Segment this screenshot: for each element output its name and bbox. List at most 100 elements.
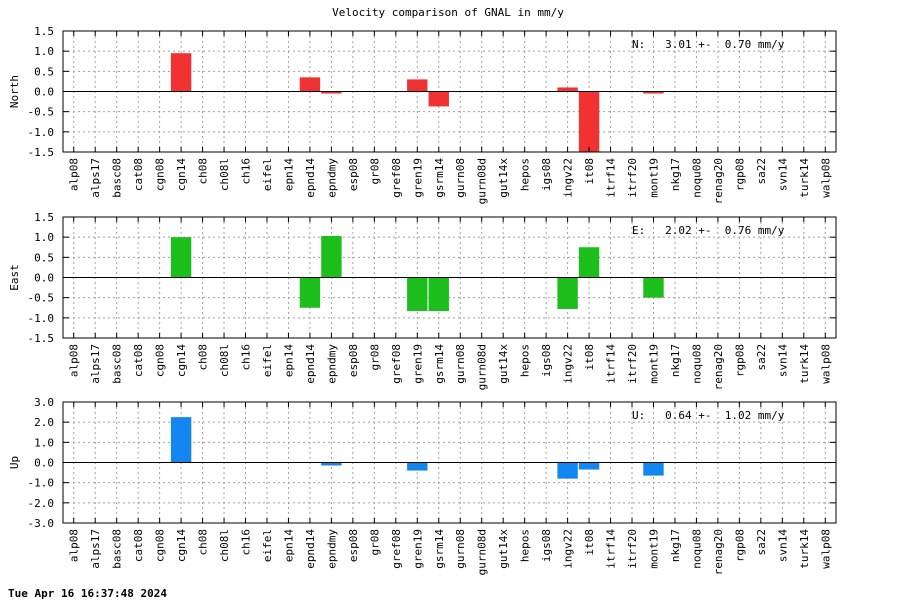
panel-up: -3.0 -2.0 -1.0 0.0 1.0 2.0 3.0 alp08 alps17 basc0…	[8, 396, 837, 575]
x-tick-label: hepos	[519, 344, 532, 377]
x-tick-label: gren19	[411, 158, 424, 198]
x-tick-label: gr08	[368, 344, 381, 371]
x-tick-label: epndmy	[325, 529, 338, 569]
x-tick-label: walp08	[819, 529, 832, 569]
x-tick-label: itrf14	[605, 158, 618, 198]
x-tick-label: walp08	[819, 158, 832, 198]
x-tick-label: ch08l	[218, 529, 231, 562]
stats-annotation: N: 3.01 +- 0.70 mm/y	[632, 38, 785, 51]
bar-gren19	[407, 277, 428, 311]
x-tick-label: itrf14	[605, 344, 618, 384]
x-tick-label: nkg17	[669, 344, 682, 377]
x-tick-label: ingv22	[562, 344, 575, 384]
x-tick-label: epn14	[282, 344, 295, 377]
y-tick-label: -1.0	[28, 126, 55, 139]
y-axis-label: East	[8, 264, 21, 291]
bar-it08	[578, 462, 600, 470]
x-tick-label: basc08	[111, 344, 124, 384]
timestamp-footer: Tue Apr 16 16:37:48 2024	[8, 587, 167, 600]
bar-mont19	[643, 462, 664, 476]
x-tick-label: cat08	[132, 529, 145, 562]
x-tick-label: ch16	[240, 344, 253, 371]
x-tick-label: gref08	[390, 158, 403, 198]
x-tick-label: it08	[583, 158, 596, 185]
x-tick-label: gsrm14	[433, 344, 446, 384]
bar-gren19	[407, 79, 428, 92]
x-tick-label: gurn08	[454, 158, 467, 198]
bar-epndmy	[321, 91, 342, 94]
bar-ingv22	[557, 277, 578, 309]
y-tick-label: 0.0	[34, 457, 54, 470]
x-tick-label: sa22	[755, 158, 768, 185]
x-tick-label: epn14	[282, 158, 295, 191]
x-tick-label: cgn14	[175, 158, 188, 191]
bar-mont19	[643, 277, 664, 298]
x-tick-label: epnd14	[304, 529, 317, 569]
x-tick-label: esp08	[347, 529, 360, 562]
x-tick-label: gut14x	[497, 158, 510, 198]
x-tick-label: ch08	[197, 344, 210, 371]
x-tick-label: cat08	[132, 344, 145, 377]
x-tick-label: itrf14	[605, 529, 618, 569]
y-tick-label: -2.0	[28, 497, 55, 510]
bar-mont19	[643, 91, 664, 94]
y-axis-label: Up	[8, 456, 21, 469]
x-tick-label: turk14	[798, 344, 811, 384]
x-tick-label: hepos	[519, 529, 532, 562]
x-tick-label: alp08	[68, 344, 81, 377]
bar-it08	[578, 247, 600, 278]
x-tick-label: eifel	[261, 344, 274, 377]
x-tick-label: rgp08	[733, 158, 746, 191]
y-tick-label: 1.5	[34, 25, 54, 38]
x-tick-label: basc08	[111, 529, 124, 569]
y-tick-label: 1.0	[34, 45, 54, 58]
bar-it08	[578, 91, 600, 152]
x-tick-label: igs08	[540, 158, 553, 191]
plot-frame	[62, 401, 837, 524]
x-tick-label: cgn14	[175, 529, 188, 562]
x-tick-label: gsrm14	[433, 529, 446, 569]
bar-epnd14	[299, 77, 321, 92]
x-tick-label: sa22	[755, 344, 768, 371]
y-tick-label: -1.5	[28, 146, 55, 159]
x-tick-label: mont19	[647, 344, 660, 384]
x-tick-label: alps17	[89, 344, 102, 384]
x-tick-label: cgn08	[154, 344, 167, 377]
x-tick-label: ch08l	[218, 158, 231, 191]
x-tick-label: itrf20	[626, 344, 639, 384]
bar-epndmy	[321, 462, 342, 466]
bar-gsrm14	[428, 277, 449, 311]
x-tick-label: turk14	[798, 529, 811, 569]
x-tick-label: svn14	[776, 344, 789, 377]
x-tick-label: ch08l	[218, 344, 231, 377]
x-tick-label: turk14	[798, 158, 811, 198]
x-tick-label: ch16	[240, 158, 253, 185]
chart-panels: -1.5 -1.0 -0.5 0.0 0.5 1.0 1.5 alp08 alps17 basc0…	[8, 25, 837, 575]
bar-ingv22	[557, 462, 578, 479]
x-tick-label: alp08	[68, 158, 81, 191]
bar-ingv22	[557, 87, 578, 92]
y-tick-label: 1.5	[34, 211, 54, 224]
y-tick-label: 1.0	[34, 231, 54, 244]
x-tick-label: renag20	[712, 529, 725, 575]
x-tick-label: ingv22	[562, 529, 575, 569]
panel-east: -1.5 -1.0 -0.5 0.0 0.5 1.0 1.5 alp08 alps17 basc0…	[8, 211, 837, 390]
x-tick-label: alps17	[89, 158, 102, 198]
x-tick-label: epnd14	[304, 158, 317, 198]
x-tick-label: gsrm14	[433, 158, 446, 198]
x-tick-label: ingv22	[562, 158, 575, 198]
x-tick-label: gr08	[368, 529, 381, 556]
x-tick-label: eifel	[261, 529, 274, 562]
y-tick-label: -1.0	[28, 312, 55, 325]
y-tick-label: 2.0	[34, 416, 54, 429]
x-tick-label: gren19	[411, 344, 424, 384]
y-tick-label: 1.0	[34, 436, 54, 449]
bar-epnd14	[299, 277, 321, 308]
x-tick-label: it08	[583, 529, 596, 556]
y-tick-label: -1.0	[28, 477, 55, 490]
stats-annotation: E: 2.02 +- 0.76 mm/y	[632, 224, 785, 237]
x-tick-label: walp08	[819, 344, 832, 384]
x-tick-label: cgn14	[175, 344, 188, 377]
x-tick-label: sa22	[755, 529, 768, 556]
